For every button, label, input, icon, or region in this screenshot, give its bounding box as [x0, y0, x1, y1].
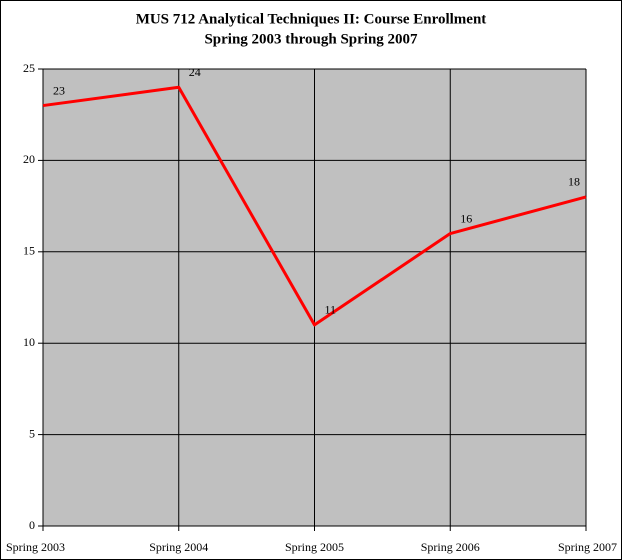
y-tick-label: 5 — [29, 426, 35, 440]
chart-title: MUS 712 Analytical Techniques II: Course… — [136, 11, 487, 27]
x-tick-label: Spring 2007 — [558, 540, 617, 554]
y-tick-label: 10 — [23, 335, 35, 349]
y-tick-label: 0 — [29, 518, 35, 532]
y-tick-label: 20 — [23, 152, 35, 166]
y-tick-label: 25 — [23, 61, 35, 75]
y-tick-label: 15 — [23, 244, 35, 258]
x-tick-label: Spring 2005 — [285, 540, 344, 554]
x-tick-label: Spring 2004 — [149, 540, 208, 554]
data-label: 11 — [325, 303, 337, 317]
data-label: 18 — [568, 175, 580, 189]
chart-subtitle: Spring 2003 through Spring 2007 — [204, 31, 418, 47]
x-tick-label: Spring 2006 — [421, 540, 480, 554]
data-label: 24 — [189, 65, 201, 79]
data-label: 23 — [53, 83, 65, 97]
line — [42, 85, 587, 327]
x-tick-label: Spring 2003 — [6, 540, 65, 554]
data-label: 16 — [460, 211, 472, 225]
